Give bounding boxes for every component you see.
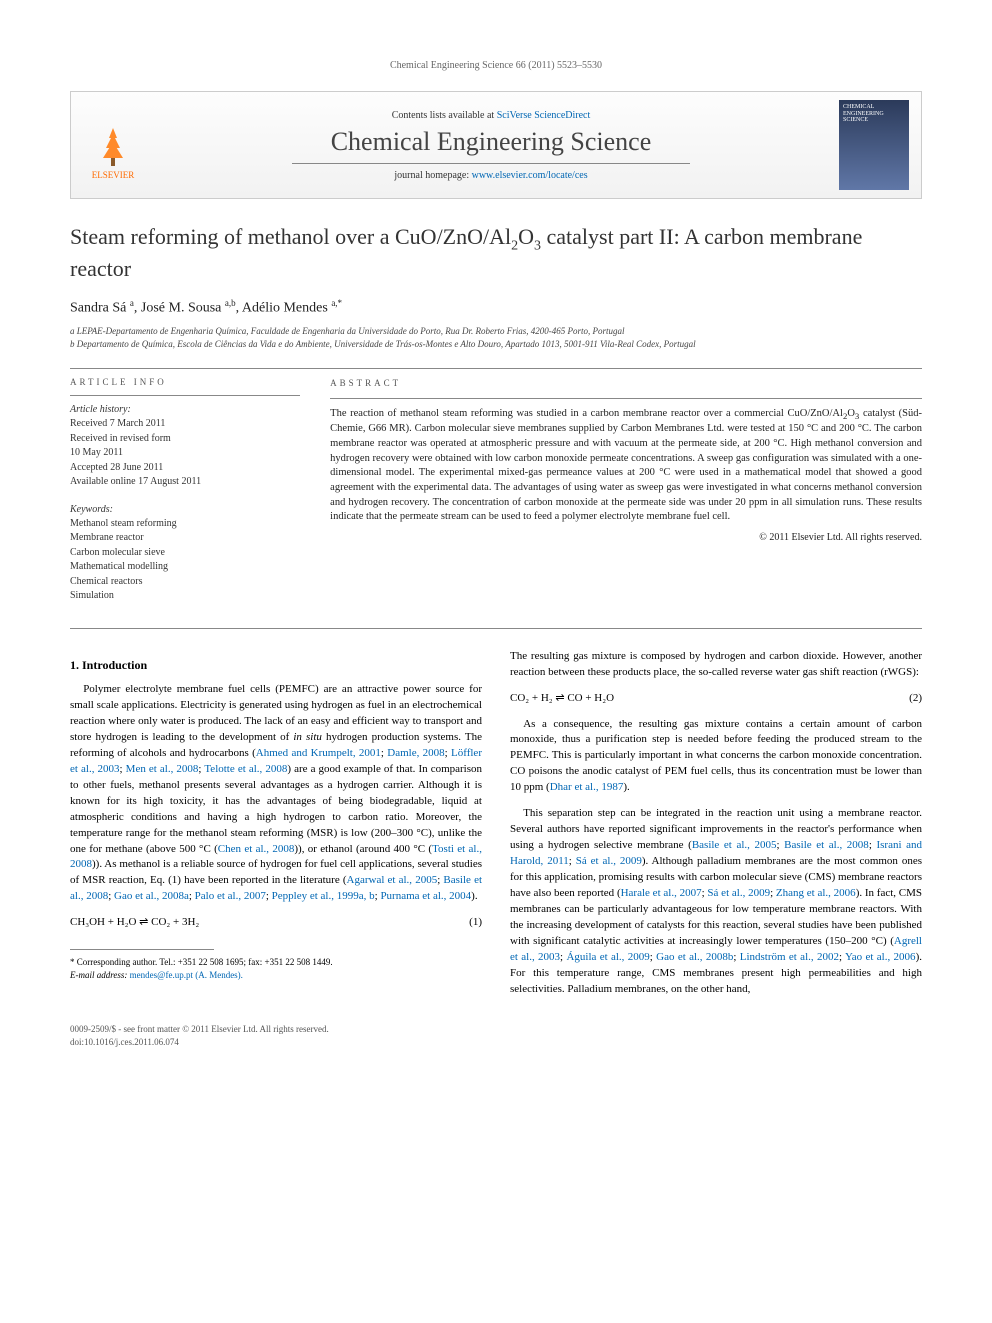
intro-p1: Polymer electrolyte membrane fuel cells …	[70, 682, 482, 905]
eq2-num: (2)	[909, 691, 922, 707]
eq2-lhs: CO₂ + H₂ ⇌ CO + H₂O	[510, 691, 614, 707]
history-label: Article history:	[70, 404, 300, 415]
keyword: Methanol steam reforming	[70, 517, 300, 532]
keyword: Mathematical modelling	[70, 560, 300, 575]
journal-homepage: journal homepage: www.elsevier.com/locat…	[159, 170, 823, 181]
intro-p3: As a consequence, the resulting gas mixt…	[510, 717, 922, 797]
intro-p4: This separation step can be integrated i…	[510, 806, 922, 997]
keyword: Chemical reactors	[70, 575, 300, 590]
keyword: Carbon molecular sieve	[70, 546, 300, 561]
history-item: Accepted 28 June 2011	[70, 461, 300, 476]
contents-line: Contents lists available at SciVerse Sci…	[159, 110, 823, 121]
history-list: Received 7 March 2011 Received in revise…	[70, 417, 300, 490]
keyword: Membrane reactor	[70, 531, 300, 546]
footnote-separator	[70, 949, 214, 950]
affiliation-a: a LEPAE-Departamento de Engenharia Quími…	[70, 325, 922, 338]
journal-cover-thumbnail: CHEMICAL ENGINEERING SCIENCE	[839, 100, 909, 190]
equation-1: CH₃OH + H₂O ⇌ CO₂ + 3H₂ (1)	[70, 915, 482, 931]
footnote-corr: * Corresponding author. Tel.: +351 22 50…	[70, 956, 482, 969]
history-item: 10 May 2011	[70, 446, 300, 461]
keywords-label: Keywords:	[70, 504, 300, 515]
affiliations: a LEPAE-Departamento de Engenharia Quími…	[70, 325, 922, 350]
homepage-link[interactable]: www.elsevier.com/locate/ces	[472, 170, 588, 181]
homepage-prefix: journal homepage:	[394, 170, 471, 181]
copyright: © 2011 Elsevier Ltd. All rights reserved…	[330, 531, 922, 545]
intro-p2: The resulting gas mixture is composed by…	[510, 649, 922, 681]
intro-heading: 1. Introduction	[70, 657, 482, 674]
elsevier-tree-icon	[90, 124, 136, 170]
article-info-heading: article info	[70, 377, 300, 387]
keywords-list: Methanol steam reforming Membrane reacto…	[70, 517, 300, 604]
abstract-text: The reaction of methanol steam reforming…	[330, 407, 922, 525]
sciencedirect-link[interactable]: SciVerse ScienceDirect	[497, 110, 591, 121]
eq1-num: (1)	[469, 915, 482, 931]
equation-2: CO₂ + H₂ ⇌ CO + H₂O (2)	[510, 691, 922, 707]
journal-title: Chemical Engineering Science	[159, 127, 823, 157]
eq1-lhs: CH₃OH + H₂O ⇌ CO₂ + 3H₂	[70, 915, 199, 931]
publisher-name: ELSEVIER	[92, 170, 135, 180]
history-item: Received in revised form	[70, 432, 300, 447]
contents-prefix: Contents lists available at	[392, 110, 497, 121]
journal-masthead: ELSEVIER Contents lists available at Sci…	[70, 91, 922, 199]
article-title: Steam reforming of methanol over a CuO/Z…	[70, 223, 922, 282]
author-list: Sandra Sá a, José M. Sousa a,b, Adélio M…	[70, 298, 922, 317]
history-item: Available online 17 August 2011	[70, 475, 300, 490]
cover-label: CHEMICAL ENGINEERING SCIENCE	[843, 104, 905, 124]
footer-line1: 0009-2509/$ - see front matter © 2011 El…	[70, 1023, 922, 1036]
footer-line2: doi:10.1016/j.ces.2011.06.074	[70, 1036, 922, 1049]
history-item: Received 7 March 2011	[70, 417, 300, 432]
footnote-email-label: E-mail address:	[70, 970, 127, 980]
keyword: Simulation	[70, 589, 300, 604]
running-header: Chemical Engineering Science 66 (2011) 5…	[70, 60, 922, 71]
affiliation-b: b Departamento de Química, Escola de Ciê…	[70, 338, 922, 351]
page-footer: 0009-2509/$ - see front matter © 2011 El…	[70, 1023, 922, 1048]
elsevier-logo: ELSEVIER	[83, 110, 143, 180]
abstract-heading: abstract	[330, 377, 922, 390]
article-body: 1. Introduction Polymer electrolyte memb…	[70, 649, 922, 1008]
corresponding-author-footnote: * Corresponding author. Tel.: +351 22 50…	[70, 956, 482, 981]
footnote-email-link[interactable]: mendes@fe.up.pt (A. Mendes).	[130, 970, 243, 980]
